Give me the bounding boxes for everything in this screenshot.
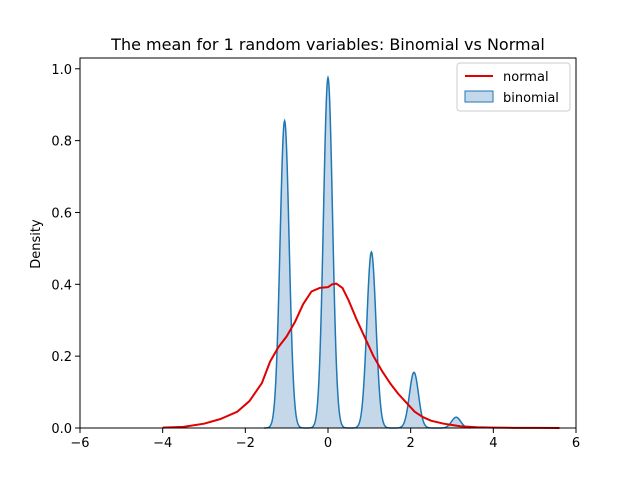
legend: normal binomial [456,62,571,112]
y-tick-label: 0.0 [51,422,72,437]
legend-normal-label: normal [503,70,549,85]
axes-frame [79,57,577,429]
x-tick-label: −4 [153,436,172,451]
x-tick-label: 2 [407,436,415,451]
x-tick-label: 6 [572,436,580,451]
y-tick-label: 0.6 [51,206,72,221]
y-tick-label: 1.0 [51,63,72,78]
binomial-area-fill [263,77,471,428]
x-tick-label: −2 [236,436,255,451]
y-tick-label: 0.8 [51,135,72,150]
legend-binomial-swatch [464,90,494,103]
x-axis-ticks: −6 −4 −2 0 2 4 6 [70,428,580,451]
x-tick-label: 0 [324,436,332,451]
y-axis-ticks: 0.0 0.2 0.4 0.6 0.8 1.0 [51,63,80,437]
normal-line [162,282,560,429]
chart-title: The mean for 1 random variables: Binomia… [110,35,545,54]
legend-binomial-label: binomial [503,91,559,106]
y-tick-label: 0.2 [51,350,72,365]
y-tick-label: 0.4 [51,278,72,293]
y-axis-label: Density [29,219,44,269]
x-tick-label: 4 [489,436,497,451]
x-tick-label: −6 [70,436,89,451]
